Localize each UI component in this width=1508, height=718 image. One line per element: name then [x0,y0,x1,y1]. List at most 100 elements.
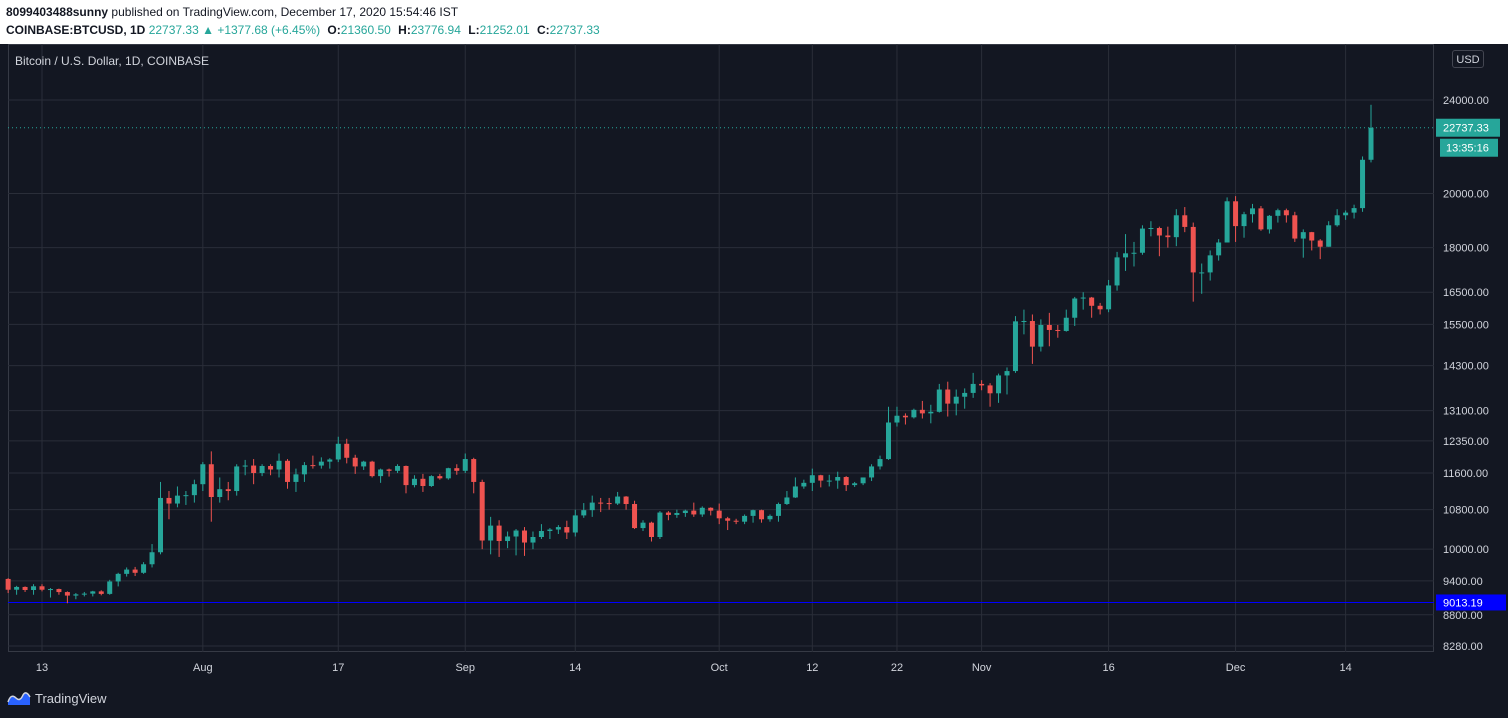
candle [259,464,265,477]
candle-body [115,573,121,582]
candle [462,453,468,474]
last-price-label: 22737.33 [1443,123,1489,135]
candle [403,465,409,494]
candle [310,455,316,469]
candle-body [234,466,240,492]
candle-body [403,465,409,486]
candle [1046,312,1052,347]
candle-body [1148,228,1154,230]
candle [691,502,697,517]
plot-area[interactable] [8,44,1434,652]
author-name[interactable]: 8099403488sunny [6,5,109,19]
time-tick-label: 17 [332,662,344,674]
time-axis: 13 Aug 17 Sep 14 Oct 12 22 Nov 16 Dec 14 [36,662,1352,674]
candle [166,491,172,520]
candle [1021,309,1027,335]
candle [90,590,96,597]
candle-body [31,586,37,590]
candle-body [979,383,985,386]
candle [623,496,629,510]
candle-body [809,475,815,483]
candle-body [708,507,714,511]
candle-body [615,496,621,504]
high-value: 23776.94 [410,23,461,37]
candle-body [1368,127,1374,160]
last-price-line-layer: 22737.33 13:35:16 [8,118,1500,157]
candle-body [513,530,519,537]
candle [979,380,985,391]
candle-body [5,578,11,590]
candle-body [1063,317,1069,331]
candle [344,438,350,464]
candle [1004,367,1010,395]
candle-body [725,518,731,521]
price-tick-label: 18000.00 [1443,243,1489,255]
symbol-name[interactable]: COINBASE:BTCUSD, 1D [6,23,146,37]
price-tick-label: 8800.00 [1443,610,1483,622]
candle [318,457,324,469]
candle [640,520,646,532]
candle-body [1258,208,1264,230]
candle [784,491,790,505]
candle [970,372,976,398]
candle [742,514,748,525]
candle [217,477,223,503]
candle [141,562,147,574]
candle-body [996,375,1002,394]
candle-body [1266,215,1272,230]
brand[interactable]: TradingView [7,690,107,706]
candle-body [22,586,28,590]
candle [547,528,553,540]
candle [1123,234,1129,271]
candle [894,406,900,427]
candle-body [1199,272,1205,274]
candle [1368,104,1374,163]
candle [581,503,587,518]
candle-body [792,486,798,498]
candle [513,529,519,556]
candle [293,468,299,492]
candle-body [1300,232,1306,239]
candle-body [471,459,477,482]
candle-body [1046,324,1052,330]
candle-body [648,522,654,537]
candle-body [733,520,739,522]
candle [1072,296,1078,326]
footer [0,682,1508,718]
candle-body [217,489,223,498]
candle-body [1182,215,1188,227]
candle-body [445,468,451,479]
candle [386,468,392,477]
candle-body [640,522,646,529]
candle [530,531,536,550]
candle-body [361,461,367,467]
candle-body [496,525,502,542]
candle [479,479,485,550]
candle [158,481,164,555]
candle-body [1317,240,1323,247]
currency-button[interactable]: USD [1452,50,1484,68]
candle-body [225,489,231,492]
candle-body [1072,298,1078,318]
candle [1182,207,1188,233]
candle [56,588,62,595]
grid-lines [8,44,1434,652]
time-tick-label: 14 [569,662,581,674]
tradingview-logo-icon [7,692,31,705]
candle [191,479,197,503]
candle-body [759,510,765,520]
candle [750,509,756,523]
candle [1173,209,1179,247]
candle [1283,208,1289,223]
countdown-label-bg [1440,138,1498,157]
price-tick-label: 15500.00 [1443,319,1489,331]
candle-body [141,564,147,573]
candle [251,459,257,485]
candle-body [428,476,434,487]
candle-body [479,481,485,541]
candle [674,509,680,518]
candle-body [1123,253,1129,258]
candle-body [56,589,62,593]
candle [1055,324,1061,338]
